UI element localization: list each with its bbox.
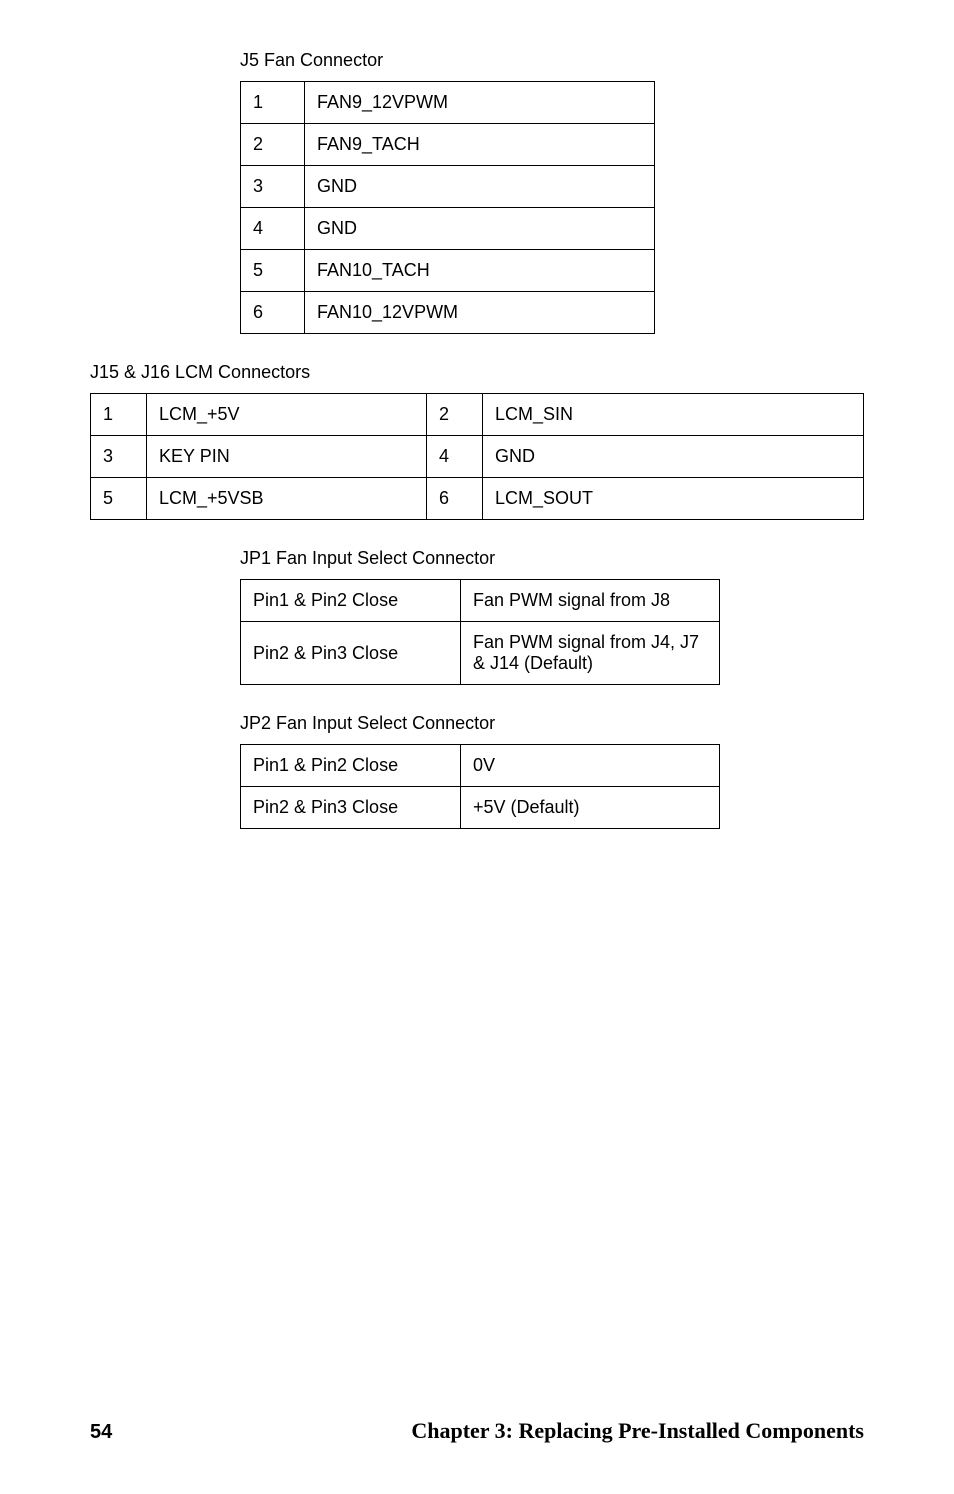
- cell: 3: [91, 436, 147, 478]
- section-jp1: JP1 Fan Input Select Connector Pin1 & Pi…: [240, 548, 864, 685]
- table-row: Pin2 & Pin3 Close Fan PWM signal from J4…: [241, 622, 720, 685]
- cell: +5V (Default): [461, 787, 720, 829]
- table-row: 3 KEY PIN 4 GND: [91, 436, 864, 478]
- cell: LCM_SIN: [483, 394, 864, 436]
- cell: LCM_+5VSB: [147, 478, 427, 520]
- table-row: 2 FAN9_TACH: [241, 124, 655, 166]
- table-row: 5 FAN10_TACH: [241, 250, 655, 292]
- section-j15-j16: J15 & J16 LCM Connectors 1 LCM_+5V 2 LCM…: [90, 362, 864, 520]
- cell: Pin2 & Pin3 Close: [241, 787, 461, 829]
- cell: GND: [305, 208, 655, 250]
- cell: GND: [483, 436, 864, 478]
- title-jp1: JP1 Fan Input Select Connector: [240, 548, 864, 569]
- table-j15-j16: 1 LCM_+5V 2 LCM_SIN 3 KEY PIN 4 GND 5 LC…: [90, 393, 864, 520]
- table-row: 4 GND: [241, 208, 655, 250]
- page-footer: 54 Chapter 3: Replacing Pre-Installed Co…: [90, 1418, 864, 1444]
- cell: LCM_SOUT: [483, 478, 864, 520]
- table-row: 5 LCM_+5VSB 6 LCM_SOUT: [91, 478, 864, 520]
- cell: FAN9_TACH: [305, 124, 655, 166]
- table-j5: 1 FAN9_12VPWM 2 FAN9_TACH 3 GND 4 GND 5 …: [240, 81, 655, 334]
- table-row: Pin1 & Pin2 Close 0V: [241, 745, 720, 787]
- title-jp2: JP2 Fan Input Select Connector: [240, 713, 864, 734]
- cell: Fan PWM signal from J8: [461, 580, 720, 622]
- title-j15-j16: J15 & J16 LCM Connectors: [90, 362, 864, 383]
- cell: Pin1 & Pin2 Close: [241, 745, 461, 787]
- cell: FAN9_12VPWM: [305, 82, 655, 124]
- table-row: Pin1 & Pin2 Close Fan PWM signal from J8: [241, 580, 720, 622]
- cell: Fan PWM signal from J4, J7 & J14 (Defaul…: [461, 622, 720, 685]
- table-row: Pin2 & Pin3 Close +5V (Default): [241, 787, 720, 829]
- cell: KEY PIN: [147, 436, 427, 478]
- table-row: 6 FAN10_12VPWM: [241, 292, 655, 334]
- cell: 3: [241, 166, 305, 208]
- cell: LCM_+5V: [147, 394, 427, 436]
- cell: 4: [241, 208, 305, 250]
- cell: 2: [427, 394, 483, 436]
- cell: 6: [427, 478, 483, 520]
- section-j5: J5 Fan Connector 1 FAN9_12VPWM 2 FAN9_TA…: [240, 50, 864, 334]
- cell: GND: [305, 166, 655, 208]
- cell: Pin2 & Pin3 Close: [241, 622, 461, 685]
- section-jp2: JP2 Fan Input Select Connector Pin1 & Pi…: [240, 713, 864, 829]
- cell: Pin1 & Pin2 Close: [241, 580, 461, 622]
- cell: FAN10_TACH: [305, 250, 655, 292]
- cell: FAN10_12VPWM: [305, 292, 655, 334]
- table-jp2: Pin1 & Pin2 Close 0V Pin2 & Pin3 Close +…: [240, 744, 720, 829]
- table-row: 1 LCM_+5V 2 LCM_SIN: [91, 394, 864, 436]
- table-row: 1 FAN9_12VPWM: [241, 82, 655, 124]
- table-row: 3 GND: [241, 166, 655, 208]
- title-j5: J5 Fan Connector: [240, 50, 864, 71]
- page-number: 54: [90, 1421, 112, 1444]
- cell: 0V: [461, 745, 720, 787]
- cell: 6: [241, 292, 305, 334]
- cell: 5: [91, 478, 147, 520]
- chapter-title: Chapter 3: Replacing Pre-Installed Compo…: [411, 1418, 864, 1444]
- cell: 2: [241, 124, 305, 166]
- page: J5 Fan Connector 1 FAN9_12VPWM 2 FAN9_TA…: [0, 0, 954, 1494]
- table-jp1: Pin1 & Pin2 Close Fan PWM signal from J8…: [240, 579, 720, 685]
- cell: 5: [241, 250, 305, 292]
- cell: 4: [427, 436, 483, 478]
- cell: 1: [241, 82, 305, 124]
- cell: 1: [91, 394, 147, 436]
